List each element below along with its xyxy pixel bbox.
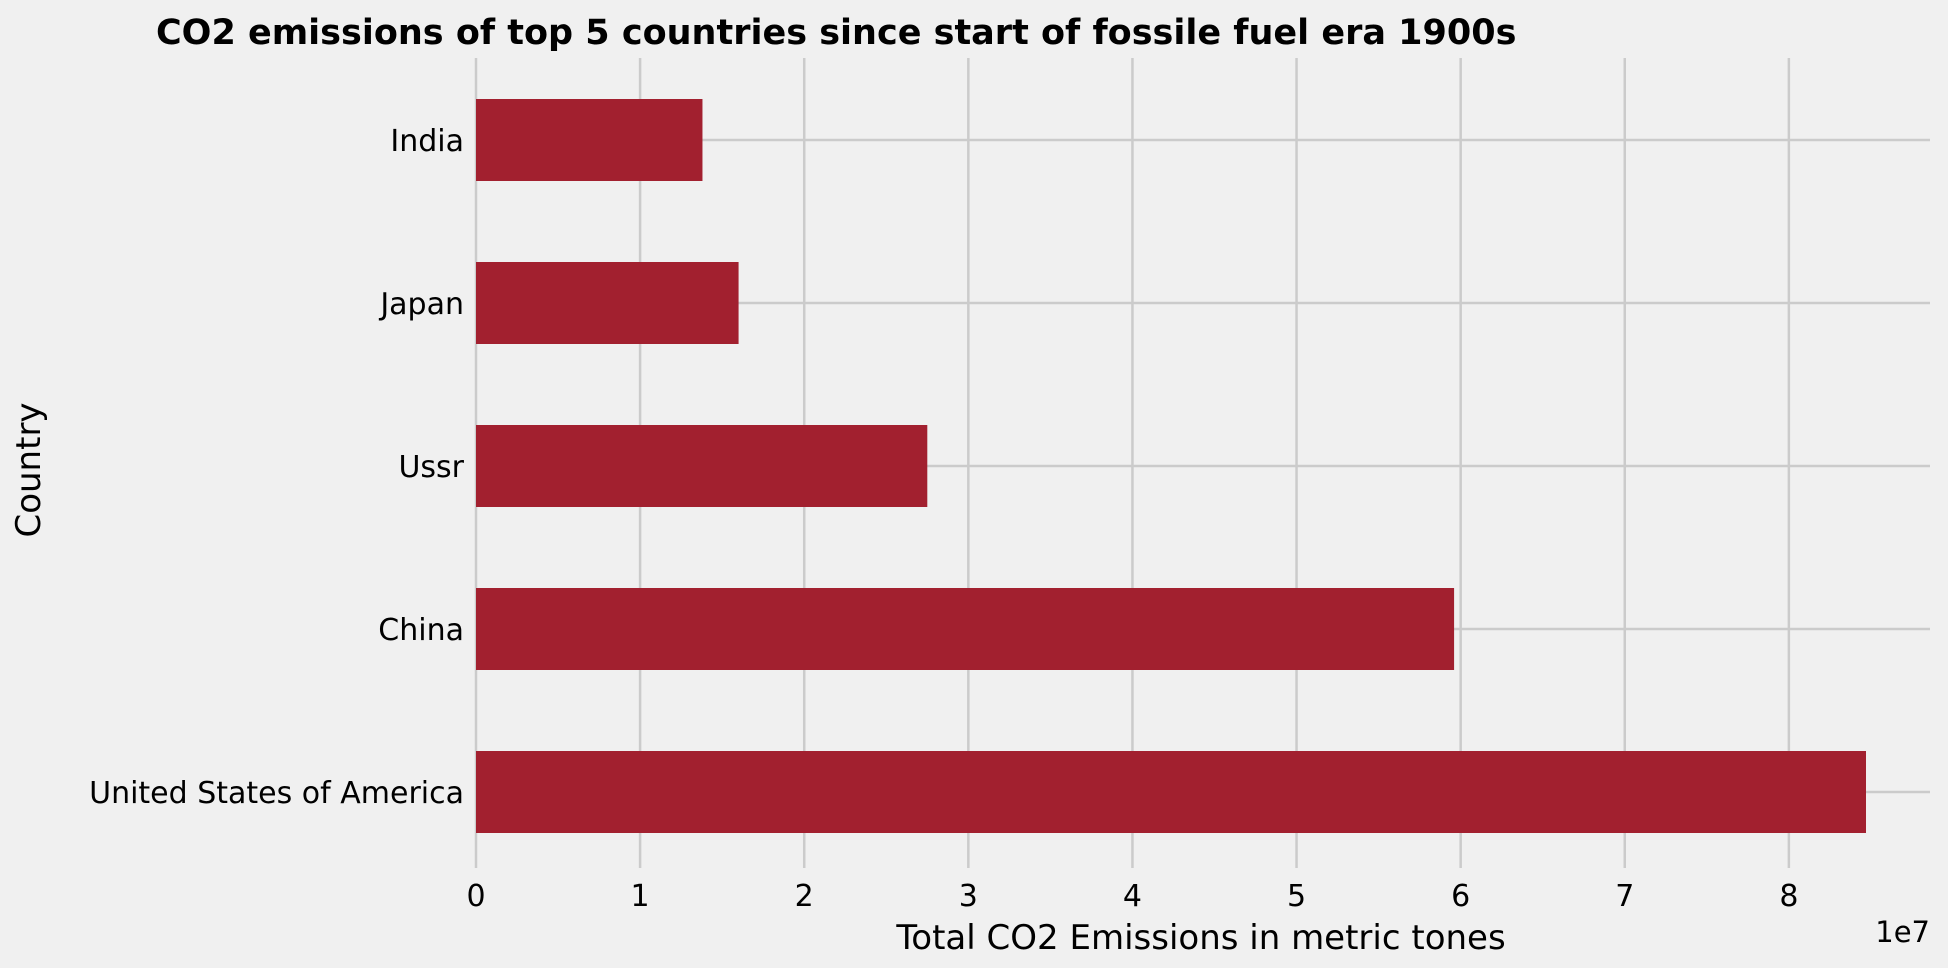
bar [476,425,928,507]
bars [476,99,1866,833]
x-axis-label: Total CO2 Emissions in metric tones [895,918,1505,958]
x-tick-label: 4 [1123,879,1142,914]
x-tick-labels: 0 1 2 3 4 5 6 7 8 [466,879,1798,914]
x-tick-label: 1 [631,879,650,914]
y-tick-label: United States of America [89,776,464,811]
bar [476,588,1455,670]
x-tick-label: 6 [1451,879,1470,914]
bar [476,262,739,344]
y-tick-label: Japan [378,287,464,322]
x-tick-label: 8 [1779,879,1798,914]
x-tick-label: 0 [466,879,485,914]
x-tick-label: 5 [1287,879,1306,914]
x-axis-offset-label: 1e7 [1875,915,1930,949]
chart-title: CO2 emissions of top 5 countries since s… [156,13,1516,53]
bar [476,99,703,181]
y-tick-label: Ussr [398,450,464,485]
y-tick-labels: United States of America China Ussr Japan In… [89,124,465,811]
y-axis-label: Country [9,402,49,537]
x-tick-label: 7 [1615,879,1634,914]
x-tick-label: 2 [795,879,814,914]
bar [476,751,1866,833]
y-tick-label: India [390,124,464,159]
y-tick-label: China [378,613,464,648]
x-tick-label: 3 [959,879,978,914]
